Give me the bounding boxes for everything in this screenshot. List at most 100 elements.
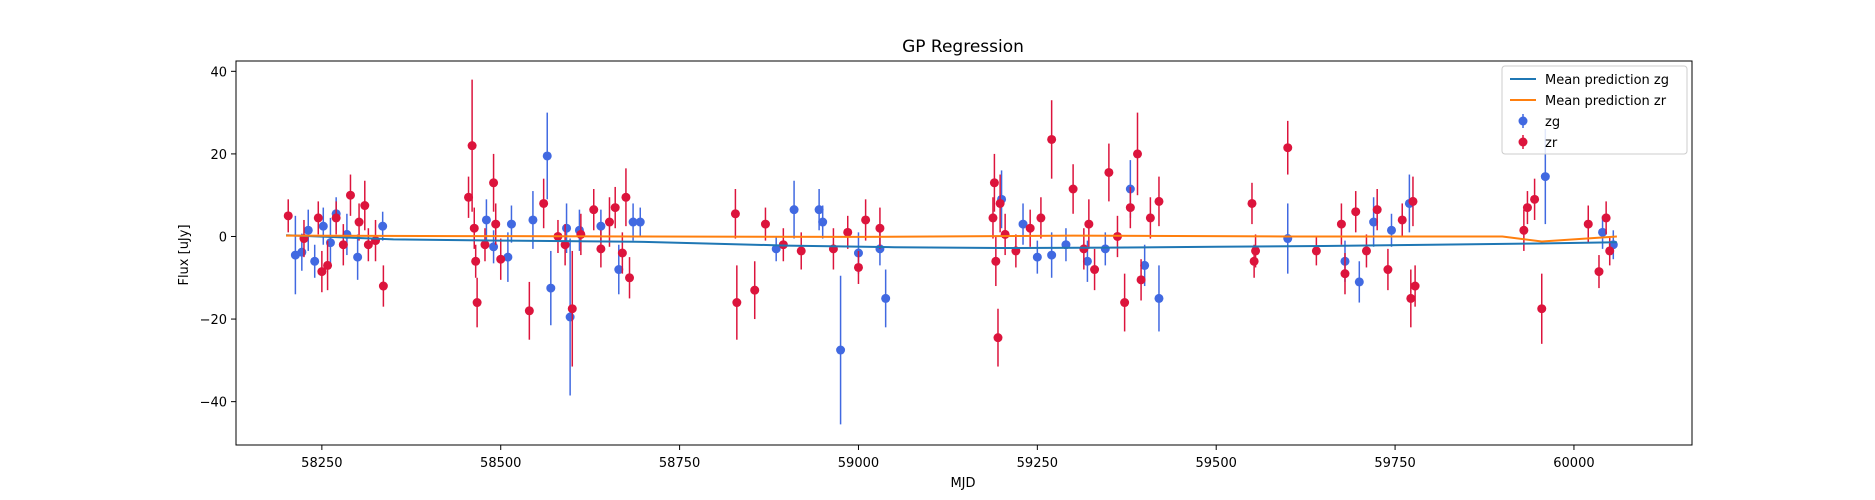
series-zg <box>290 112 1618 425</box>
legend-label: Mean prediction zg <box>1545 73 1669 88</box>
data-point-zr <box>1251 246 1261 256</box>
data-point-zr <box>1036 213 1046 223</box>
legend-label: zr <box>1545 136 1558 151</box>
data-point-zg <box>1154 293 1164 303</box>
data-point-zr <box>610 203 620 213</box>
data-point-zg <box>546 283 556 293</box>
data-point-zg <box>628 217 638 227</box>
data-point-zg <box>528 215 538 225</box>
data-point-zg <box>771 244 781 254</box>
data-point-zr <box>524 306 534 316</box>
data-point-zr <box>988 213 998 223</box>
data-point-zr <box>861 215 871 225</box>
data-point-zg <box>614 265 624 275</box>
x-tick-label: 59750 <box>1374 456 1415 471</box>
data-point-zr <box>489 178 499 188</box>
data-point-zr <box>625 273 635 283</box>
data-point-zr <box>539 198 549 208</box>
data-point-zr <box>464 192 474 202</box>
y-tick-label: 20 <box>210 148 227 163</box>
data-point-zr <box>1406 293 1416 303</box>
data-point-zg <box>1047 250 1057 260</box>
data-point-zr <box>345 190 355 200</box>
data-point-zg <box>881 293 891 303</box>
data-point-zr <box>1583 219 1593 229</box>
data-point-zr <box>993 333 1003 343</box>
data-point-zr <box>1283 143 1293 153</box>
data-point-zr <box>496 254 506 264</box>
data-point-zr <box>1133 149 1143 159</box>
data-point-zg <box>310 256 320 266</box>
data-point-zg <box>1369 217 1379 227</box>
data-point-zr <box>1247 198 1257 208</box>
data-point-zr <box>1000 229 1010 239</box>
data-point-zg <box>565 312 575 322</box>
data-point-zg <box>789 205 799 215</box>
legend: Mean prediction zg Mean prediction zr zg zr <box>1501 65 1688 155</box>
data-point-zr <box>1311 246 1321 256</box>
data-point-zr <box>1519 225 1529 235</box>
data-point-zr <box>750 285 760 295</box>
data-point-zr <box>472 298 482 308</box>
data-point-zr <box>1104 167 1114 177</box>
data-point-zr <box>1154 196 1164 206</box>
data-point-zr <box>1408 196 1418 206</box>
data-point-zg <box>1140 260 1150 270</box>
data-point-zr <box>1120 298 1130 308</box>
data-point-zr <box>991 256 1001 266</box>
data-point-zr <box>469 223 479 233</box>
data-point-zr <box>843 227 853 237</box>
x-tick-label: 58750 <box>659 456 700 471</box>
data-point-zr <box>1047 134 1057 144</box>
data-point-zr <box>467 141 477 151</box>
chart-title: GP Regression <box>902 37 1024 57</box>
data-point-zr <box>1372 205 1382 215</box>
data-point-zr <box>283 211 293 221</box>
data-point-zr <box>323 260 333 270</box>
y-tick-label: −40 <box>200 396 227 411</box>
data-point-zr <box>875 223 885 233</box>
data-point-zr <box>371 236 381 246</box>
data-point-zg <box>814 205 824 215</box>
data-point-zr <box>1336 219 1346 229</box>
y-tick-label: 0 <box>219 230 227 245</box>
data-point-zr <box>378 281 388 291</box>
data-point-zg <box>1354 277 1364 287</box>
data-point-zr <box>760 219 770 229</box>
data-point-zr <box>596 244 606 254</box>
data-point-zg <box>1598 227 1608 237</box>
data-point-zr <box>1340 269 1350 279</box>
data-point-zr <box>1530 194 1540 204</box>
data-point-zg <box>506 219 516 229</box>
data-point-zg <box>318 221 328 231</box>
data-point-zr <box>338 240 348 250</box>
data-point-zr <box>589 205 599 215</box>
data-point-zr <box>1594 267 1604 277</box>
data-point-zr <box>1361 246 1371 256</box>
data-point-zg <box>1100 244 1110 254</box>
data-point-zg <box>562 223 572 233</box>
y-axis-label: Flux [uJy] <box>177 224 192 285</box>
data-point-zr <box>989 178 999 188</box>
x-tick-label: 59250 <box>1017 456 1058 471</box>
data-point-zr <box>1397 215 1407 225</box>
data-point-zg <box>542 151 552 161</box>
legend-marker <box>1518 137 1528 147</box>
data-point-zr <box>796 246 806 256</box>
x-tick-label: 60000 <box>1553 456 1594 471</box>
plot-area <box>283 79 1618 425</box>
data-point-zr <box>617 248 627 258</box>
data-point-zg <box>1540 172 1550 182</box>
data-point-zr <box>853 262 863 272</box>
y-tick-label: −20 <box>200 313 227 328</box>
legend-box <box>1501 65 1688 155</box>
data-point-zr <box>1079 244 1089 254</box>
data-point-zr <box>560 240 570 250</box>
data-point-zg <box>818 217 828 227</box>
data-point-zr <box>1522 203 1532 213</box>
legend-label: zg <box>1545 115 1560 130</box>
data-point-zg <box>596 221 606 231</box>
data-point-zg <box>1018 219 1028 229</box>
data-point-zr <box>1537 304 1547 314</box>
